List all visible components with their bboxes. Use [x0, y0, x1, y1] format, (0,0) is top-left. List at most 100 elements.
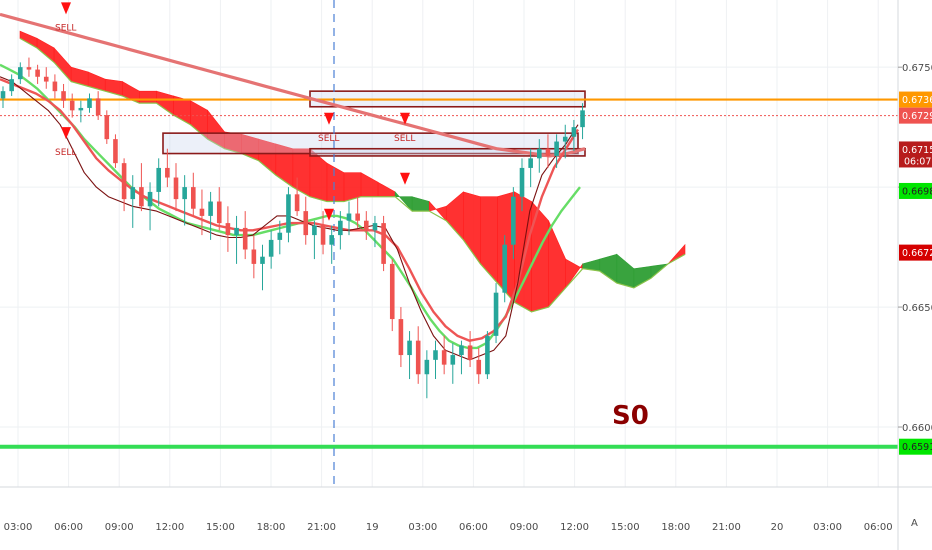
- price-label-box: [899, 438, 932, 455]
- candle-body: [537, 148, 542, 159]
- cloud-segment: [480, 196, 498, 284]
- candle-body: [364, 220, 369, 231]
- candle-body: [268, 239, 274, 257]
- candle-body: [165, 167, 170, 178]
- candle-body: [191, 187, 196, 209]
- time-tick-label: 15:00: [611, 522, 640, 533]
- countdown-label: 06:07: [904, 156, 931, 167]
- candle-body: [26, 67, 32, 70]
- cloud-segment: [428, 200, 447, 222]
- cloud-segment: [360, 172, 379, 198]
- resistance-zones: [162, 90, 586, 157]
- price-label-box: [899, 141, 932, 168]
- time-tick-label: 21:00: [307, 522, 336, 533]
- candle-body: [18, 67, 23, 80]
- candle-body: [312, 225, 317, 236]
- candle-body: [433, 350, 438, 360]
- candle-body: [9, 79, 14, 92]
- candle-body: [104, 115, 110, 140]
- candle-body: [303, 211, 309, 236]
- candle-body: [277, 232, 283, 240]
- time-tick-label: 18:00: [257, 522, 286, 533]
- candle-body: [398, 319, 404, 356]
- price-label-box: [899, 182, 932, 199]
- sell-arrow: [61, 127, 71, 140]
- time-tick-label: 19: [366, 522, 379, 533]
- candle-body: [528, 158, 533, 168]
- price-label-text: 0.66727: [902, 248, 932, 259]
- candle-body: [415, 340, 421, 375]
- candle-body: [450, 355, 456, 365]
- cloud-segment: [139, 90, 157, 104]
- candle-body: [493, 292, 499, 336]
- time-tick-label: 12:00: [560, 522, 589, 533]
- candle-body: [251, 249, 257, 264]
- cloud-segment: [377, 181, 396, 198]
- candle-body: [52, 81, 58, 92]
- candle-body: [511, 196, 516, 245]
- candle-body: [208, 201, 213, 216]
- ichimoku-cloud: [19, 30, 686, 313]
- candle-body: [441, 350, 447, 365]
- cloud-segment: [411, 196, 430, 212]
- cloud-segment: [548, 220, 566, 308]
- candle-body: [199, 208, 205, 216]
- time-tick-label: 06:00: [54, 522, 83, 533]
- svg-text:A: A: [911, 518, 918, 529]
- candles: [0, 57, 585, 399]
- sell-arrow: [61, 2, 71, 15]
- candle-body: [519, 167, 525, 197]
- time-tick-label: 09:00: [105, 522, 134, 533]
- candle-body: [346, 213, 352, 221]
- candle-body: [580, 110, 585, 128]
- sell-arrow: [324, 208, 334, 221]
- long-ma-line: [0, 12, 586, 158]
- sell-arrow: [324, 112, 334, 125]
- candle-body: [571, 127, 577, 137]
- sell-label: SELL: [394, 134, 415, 144]
- candle-body: [130, 187, 136, 200]
- price-label-text: 0.66984: [902, 186, 932, 197]
- cloud-segment: [463, 191, 481, 265]
- time-tick-label: 06:00: [459, 522, 488, 533]
- sell-label: SELL: [55, 23, 76, 33]
- candle-body: [485, 335, 490, 375]
- time-tick-label: 03:00: [813, 522, 842, 533]
- price-tick-label: 0.67500: [902, 63, 932, 74]
- price-label-text: 0.67157: [902, 145, 932, 156]
- price-tick-label: 0.66000: [902, 423, 932, 434]
- price-label-text: 0.65918: [902, 442, 932, 453]
- candle-body: [147, 191, 153, 207]
- candle-body: [95, 98, 101, 116]
- candle-body: [476, 359, 482, 375]
- candle-body: [121, 163, 127, 200]
- candle-body: [260, 256, 265, 264]
- candle-body: [139, 187, 144, 207]
- candle-body: [0, 91, 6, 99]
- cloud-segment: [667, 243, 686, 265]
- candle-body: [216, 201, 222, 224]
- price-label-box: [899, 91, 932, 108]
- price-label-text: 0.67365: [902, 95, 932, 106]
- resistance-zone: [309, 147, 586, 157]
- candle-body: [69, 100, 75, 111]
- candle-body: [338, 220, 343, 236]
- candle-body: [182, 187, 187, 200]
- support-label: S0: [612, 401, 649, 431]
- time-tick-label: 03:00: [408, 522, 437, 533]
- time-tick-label: 18:00: [661, 522, 690, 533]
- candle-body: [78, 107, 84, 111]
- candle-body: [467, 345, 473, 360]
- cloud-segment: [156, 90, 174, 116]
- candle-body: [372, 223, 378, 231]
- price-labels: 0.67365 0.67298 0.6715706:07 0.66984 0.66727…: [899, 91, 932, 455]
- time-tick-label: 21:00: [712, 522, 741, 533]
- candle-body: [286, 194, 291, 233]
- candle-body: [424, 359, 430, 375]
- cloud-segment: [292, 148, 311, 198]
- auto-scale-button[interactable]: A: [911, 518, 918, 529]
- cloud-segment: [326, 162, 345, 202]
- horizontal-levels: [0, 98, 898, 449]
